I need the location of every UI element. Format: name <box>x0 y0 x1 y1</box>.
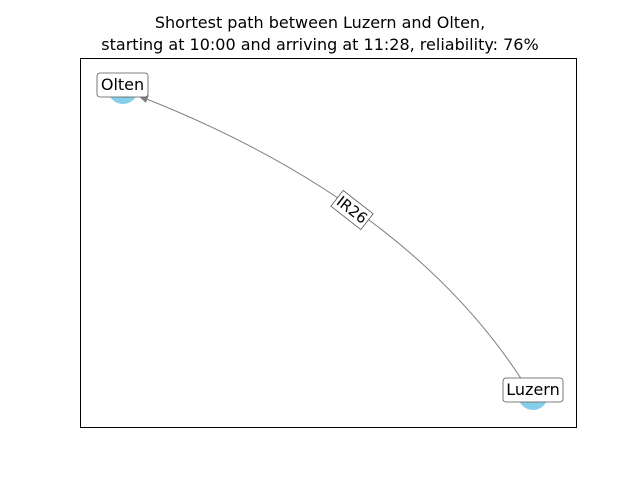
node-olten-label: Olten <box>96 72 149 98</box>
title-line-2: starting at 10:00 and arriving at 11:28,… <box>101 35 539 54</box>
edge-luzern-olten[interactable] <box>138 95 523 381</box>
chart-title: Shortest path between Luzern and Olten, … <box>0 12 640 56</box>
node-olten-label-text: Olten <box>101 75 144 94</box>
title-line-1: Shortest path between Luzern and Olten, <box>154 13 486 32</box>
plot-frame <box>80 58 577 428</box>
edge-label-ir26: IR26 <box>330 189 374 231</box>
node-luzern-label: Luzern <box>502 377 564 403</box>
node-luzern-label-text: Luzern <box>506 380 559 399</box>
